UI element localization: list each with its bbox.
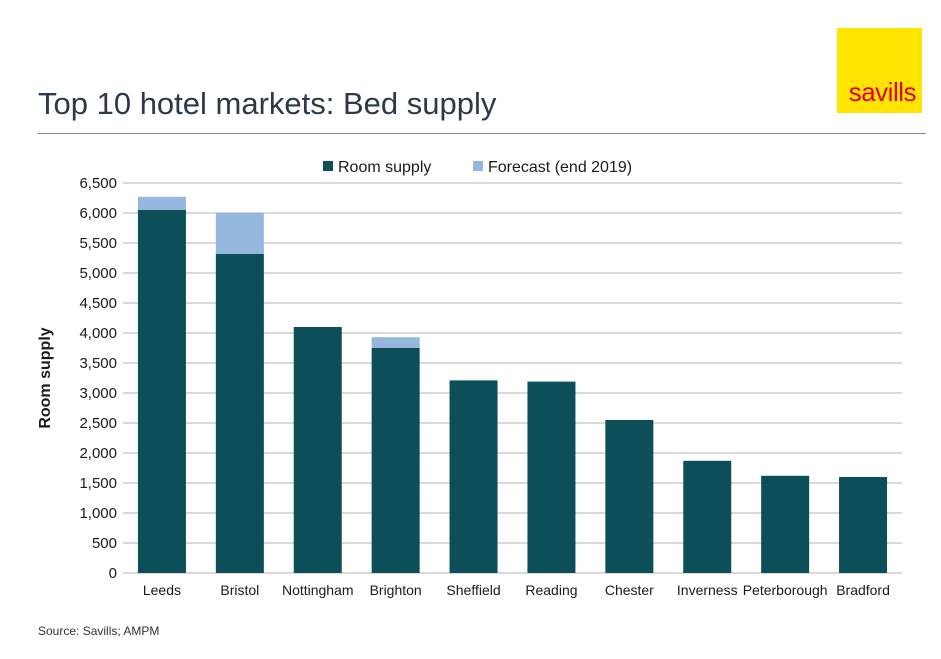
- bar-room-supply-bradford: [839, 477, 888, 573]
- x-tick-label: Reading: [525, 582, 577, 598]
- x-tick-label: Peterborough: [743, 582, 828, 598]
- y-tick-label: 5,000: [79, 265, 117, 282]
- x-tick-label: Sheffield: [446, 582, 500, 598]
- bar-forecast-leeds: [137, 196, 186, 210]
- y-tick-label: 1,500: [79, 475, 117, 492]
- legend-label: Room supply: [338, 159, 431, 176]
- bar-forecast-brighton: [371, 337, 420, 348]
- x-tick-label: Nottingham: [282, 582, 354, 598]
- y-tick-label: 2,000: [79, 445, 117, 462]
- y-tick-label: 4,500: [79, 295, 117, 312]
- title-divider: [38, 133, 926, 134]
- legend-swatch: [473, 161, 483, 171]
- bar-forecast-bristol: [215, 212, 264, 254]
- x-tick-label: Bristol: [220, 582, 259, 598]
- y-tick-label: 2,500: [79, 415, 117, 432]
- bar-room-supply-bristol: [215, 253, 264, 574]
- legend-label: Forecast (end 2019): [488, 159, 632, 176]
- bar-room-supply-brighton: [371, 348, 420, 573]
- logo-text: savills: [848, 77, 917, 107]
- y-tick-label: 4,000: [79, 325, 117, 342]
- x-tick-label: Leeds: [143, 582, 181, 598]
- bar-room-supply-leeds: [137, 210, 186, 573]
- bar-room-supply-sheffield: [449, 380, 498, 573]
- bar-room-supply-reading: [527, 381, 576, 573]
- legend-swatch: [323, 161, 333, 171]
- y-tick-label: 6,000: [79, 205, 117, 222]
- x-tick-label: Chester: [605, 582, 654, 598]
- y-axis-label: Room supply: [37, 327, 54, 428]
- y-tick-label: 6,500: [79, 175, 117, 192]
- x-tick-label: Bradford: [836, 582, 890, 598]
- bar-room-supply-nottingham: [293, 327, 342, 573]
- y-tick-label: 5,500: [79, 235, 117, 252]
- y-tick-label: 1,000: [79, 505, 117, 522]
- y-axis-ticks: 0 500 1,000 1,500 2,000 2,500 3,000 3,500 4,000 4…: [79, 175, 117, 582]
- y-tick-label: 0: [109, 565, 117, 582]
- bar-room-supply-peterborough: [761, 475, 810, 573]
- x-axis-labels: Leeds Bristol Nottingham Brighton Sheffield R…: [143, 582, 890, 598]
- x-tick-label: Brighton: [370, 582, 422, 598]
- y-tick-label: 3,500: [79, 355, 117, 372]
- bars: [137, 196, 888, 574]
- y-tick-label: 500: [92, 535, 117, 552]
- bar-room-supply-chester: [605, 420, 654, 573]
- bar-room-supply-inverness: [683, 460, 732, 573]
- page-title: Top 10 hotel markets: Bed supply: [38, 86, 497, 121]
- x-tick-label: Inverness: [677, 582, 738, 598]
- savills-logo: savills: [837, 28, 922, 113]
- y-tick-label: 3,000: [79, 385, 117, 402]
- legend: Room supply Forecast (end 2019): [323, 159, 632, 176]
- source-note: Source: Savills; AMPM: [38, 624, 160, 638]
